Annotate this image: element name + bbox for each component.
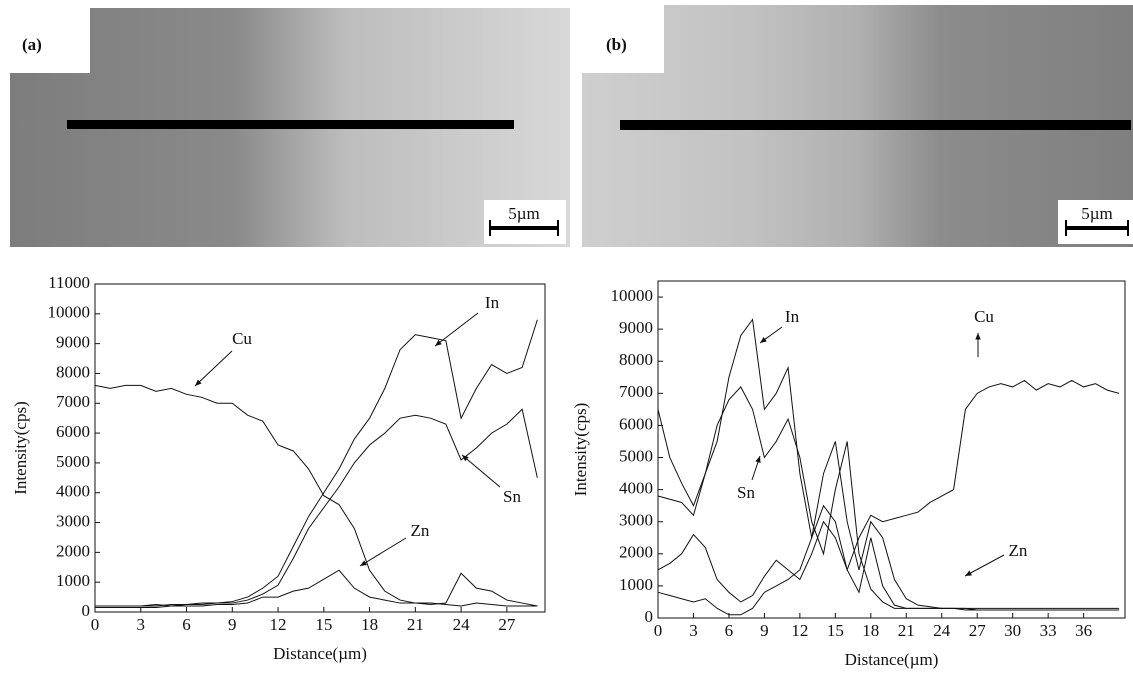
y-tick-label: 11000 [48,273,90,292]
data-line [657,386,1120,611]
data-line [657,318,1120,611]
y-tick-label: 8000 [619,350,653,369]
x-tick-label: 18 [862,621,879,640]
y-tick-label: 6000 [619,414,653,433]
x-tick-label: 12 [791,621,808,640]
data-line [657,379,1120,603]
x-tick-label: 3 [689,621,698,640]
x-tick-label: 24 [453,615,471,634]
y-tick-label: 7000 [56,392,90,411]
panel-label: (a) [22,35,42,54]
x-tick-label: 36 [1075,621,1092,640]
data-line [657,441,1120,616]
y-tick-label: 9000 [619,318,653,337]
series-label: Sn [737,483,755,502]
annotation-arrow [461,454,501,488]
plot-frame [657,280,1126,619]
y-tick-label: 5000 [619,446,653,465]
arrow-head [462,455,469,462]
x-tick-label: 6 [182,615,191,634]
scale-bar-label: 5µm [1081,204,1113,223]
y-tick-label: 10000 [48,303,91,322]
annotation-arrow [434,312,479,347]
scale-bar-label: 5µm [508,204,540,223]
arrow-head [760,337,767,343]
sem-image-b: (b) 5µm [582,5,1133,247]
x-tick-label: 6 [725,621,734,640]
series-label: Sn [503,487,521,506]
y-tick-label: 4000 [619,479,653,498]
y-tick-label: 1000 [619,575,653,594]
plot-frame [94,283,546,613]
series-label: In [485,293,500,312]
x-tick-label: 21 [898,621,915,640]
sem-image-a: (a) 5µm [10,8,570,247]
annotation-arrow [194,350,233,387]
data-line [94,384,538,607]
y-tick-label: 8000 [56,362,90,381]
y-tick-label: 10000 [611,286,654,305]
x-tick-label: 27 [969,621,987,640]
y-tick-label: 3000 [56,511,90,530]
series-label: Zn [1009,541,1028,560]
y-axis-label: Intensity(cps) [11,401,30,494]
arrow-head [435,339,442,346]
series-label: Cu [232,329,252,348]
x-tick-label: 24 [933,621,951,640]
x-tick-label: 15 [315,615,332,634]
y-axis-label: Intensity(cps) [571,403,590,496]
x-tick-label: 15 [827,621,844,640]
y-tick-label: 3000 [619,511,653,530]
arrow-head [965,570,972,576]
data-line [95,569,538,609]
x-axis-label: Distance(µm) [273,644,367,663]
y-tick-label: 6000 [56,422,90,441]
y-tick-label: 0 [82,601,91,620]
y-tick-label: 1000 [56,571,90,590]
x-tick-label: 9 [760,621,769,640]
y-tick-label: 5000 [56,452,90,471]
x-tick-label: 30 [1004,621,1021,640]
y-tick-label: 2000 [56,541,90,560]
arrow-head [195,379,202,386]
panel-label: (b) [606,35,627,54]
data-line [95,408,538,607]
x-tick-label: 0 [654,621,663,640]
series-label: In [785,307,800,326]
x-tick-label: 0 [91,615,100,634]
x-tick-label: 9 [228,615,237,634]
x-tick-label: 27 [498,615,516,634]
x-tick-label: 21 [407,615,424,634]
annotation-arrow [359,537,407,567]
x-tick-label: 18 [361,615,378,634]
y-tick-label: 4000 [56,482,90,501]
y-tick-label: 2000 [619,543,653,562]
x-tick-label: 12 [270,615,287,634]
annotation-arrow [964,554,1005,577]
arrow-head [975,333,981,340]
x-axis-label: Distance(µm) [845,650,939,669]
x-tick-label: 3 [137,615,146,634]
arrow-head [360,560,367,566]
y-tick-label: 7000 [619,382,653,401]
series-label: Zn [411,521,430,540]
y-tick-label: 9000 [56,333,90,352]
y-tick-label: 0 [645,607,654,626]
series-label: Cu [974,307,994,326]
x-tick-label: 33 [1040,621,1057,640]
arrow-head [755,456,761,463]
